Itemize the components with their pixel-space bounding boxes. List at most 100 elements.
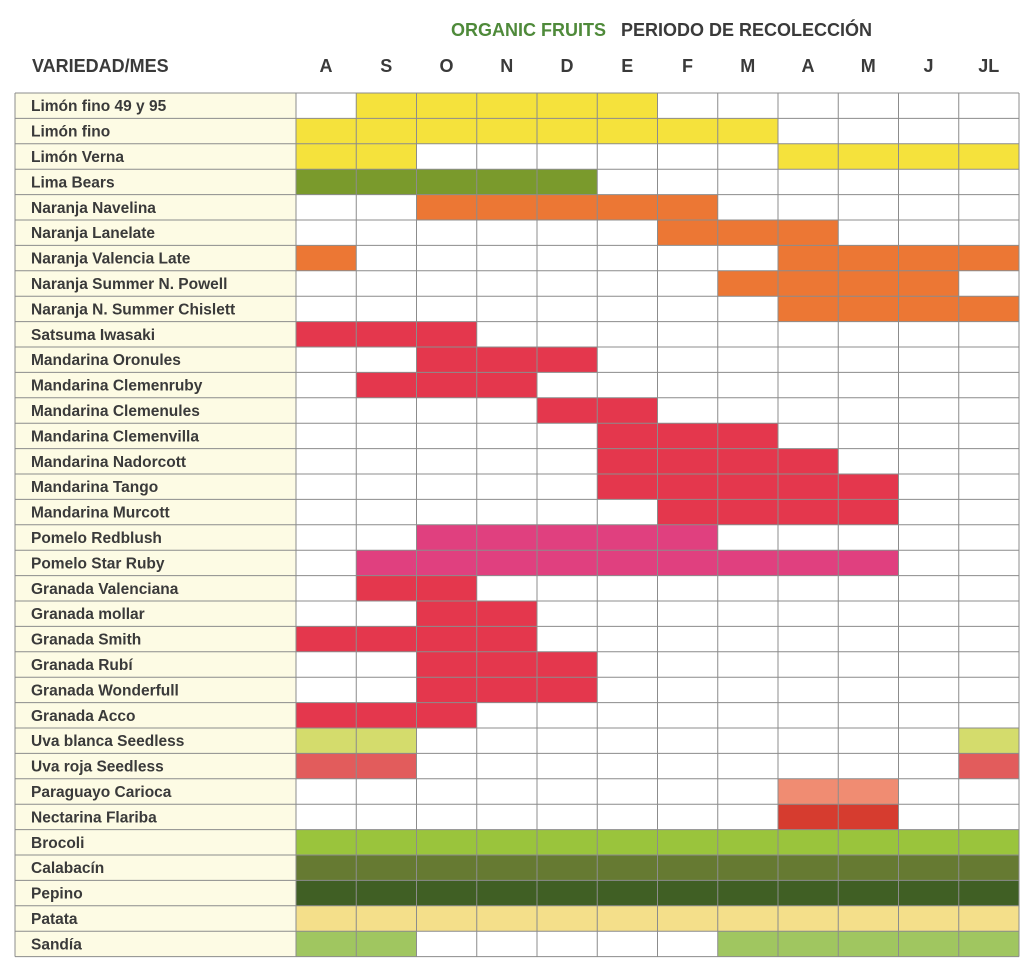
harvest-cell — [838, 855, 899, 881]
harvest-cell — [898, 880, 959, 906]
month-label: F — [682, 56, 693, 76]
harvest-cell — [778, 143, 839, 170]
harvest-cell — [296, 245, 357, 271]
harvest-cell — [296, 321, 357, 347]
harvest-cell — [476, 372, 537, 398]
harvest-cell — [717, 499, 778, 525]
harvest-cell — [958, 143, 1019, 170]
month-label: J — [923, 56, 934, 76]
harvest-cell — [958, 829, 1019, 855]
harvest-cell — [537, 397, 598, 424]
harvest-cell — [296, 118, 357, 144]
harvest-cell — [838, 296, 899, 322]
harvest-cell — [657, 448, 718, 474]
harvest-cell — [537, 347, 598, 373]
harvest-cell — [296, 753, 357, 779]
harvest-cell — [537, 880, 598, 906]
harvest-cell — [597, 474, 658, 500]
harvest-cell — [717, 270, 778, 297]
harvest-cell — [416, 626, 477, 652]
harvest-cell — [657, 829, 718, 855]
month-label: N — [500, 56, 514, 76]
harvest-cell — [476, 601, 537, 627]
variety-label: Mandarina Murcott — [31, 505, 170, 522]
harvest-cell — [597, 397, 658, 424]
harvest-cell — [838, 829, 899, 855]
harvest-cell — [416, 550, 477, 576]
variety-label: Limón Verna — [31, 149, 124, 166]
harvest-cell — [958, 296, 1019, 322]
month-label: JL — [978, 56, 1000, 76]
harvest-cell — [416, 347, 477, 373]
harvest-cell — [416, 194, 477, 220]
harvest-cell — [537, 169, 598, 195]
harvest-cell — [657, 474, 718, 500]
variety-label: Brocoli — [31, 835, 84, 852]
harvest-cell — [476, 626, 537, 652]
variety-label: Lima Bears — [31, 174, 115, 191]
harvest-cell — [416, 372, 477, 398]
harvest-cell — [778, 804, 839, 830]
harvest-cell — [356, 880, 417, 906]
harvest-cell — [476, 194, 537, 220]
harvest-cell — [778, 855, 839, 881]
variety-label: Mandarina Clemenruby — [31, 378, 203, 395]
harvest-cell — [356, 143, 417, 170]
harvest-cell — [898, 931, 959, 957]
harvest-cell — [356, 169, 417, 195]
harvest-cell — [537, 194, 598, 220]
harvest-cell — [416, 880, 477, 906]
harvest-cell — [838, 931, 899, 957]
chart-brand: ORGANIC FRUITS — [451, 20, 606, 40]
variety-label: Calabacín — [31, 860, 104, 877]
harvest-cell — [898, 270, 959, 297]
harvest-cell — [778, 778, 839, 805]
harvest-cell — [537, 93, 598, 119]
harvest-cell — [416, 118, 477, 144]
harvest-cell — [416, 321, 477, 347]
harvest-cell — [416, 93, 477, 119]
harvest-cell — [657, 220, 718, 246]
harvest-cell — [778, 829, 839, 855]
harvest-cell — [296, 143, 357, 170]
variety-label: Mandarina Oronules — [31, 352, 181, 369]
variety-label: Granada Valenciana — [31, 581, 179, 598]
harvest-cell — [657, 855, 718, 881]
harvest-cell — [657, 499, 718, 525]
harvest-cell — [838, 245, 899, 271]
harvest-cell — [717, 448, 778, 474]
harvest-cell — [416, 524, 477, 551]
variety-month-header: VARIEDAD/MES — [32, 56, 169, 76]
harvest-cell — [778, 931, 839, 957]
harvest-cell — [657, 905, 718, 932]
harvest-cell — [597, 905, 658, 932]
harvest-cell — [898, 829, 959, 855]
harvest-cell — [296, 829, 357, 855]
variety-label: Naranja Navelina — [31, 200, 156, 217]
harvest-cell — [537, 677, 598, 703]
variety-label: Granada Smith — [31, 632, 141, 649]
harvest-cell — [476, 677, 537, 703]
variety-label: Mandarina Nadorcott — [31, 454, 186, 471]
variety-label: Patata — [31, 911, 78, 928]
harvest-cell — [537, 118, 598, 144]
chart-title: PERIODO DE RECOLECCIÓN — [621, 20, 873, 40]
variety-label: Uva blanca Seedless — [31, 733, 184, 750]
harvest-cell — [958, 931, 1019, 957]
harvest-cell — [717, 474, 778, 500]
month-label: M — [740, 56, 756, 76]
harvest-cell — [296, 855, 357, 881]
harvest-cell — [416, 702, 477, 728]
harvest-cell — [838, 778, 899, 805]
harvest-cell — [597, 448, 658, 474]
harvest-cell — [296, 702, 357, 728]
harvest-cell — [778, 270, 839, 297]
harvest-cell — [416, 829, 477, 855]
harvest-cell — [416, 575, 477, 601]
harvest-cell — [838, 474, 899, 500]
harvest-cell — [537, 651, 598, 678]
variety-label: Naranja Lanelate — [31, 225, 155, 242]
harvest-cell — [958, 880, 1019, 906]
harvest-cell — [356, 626, 417, 652]
